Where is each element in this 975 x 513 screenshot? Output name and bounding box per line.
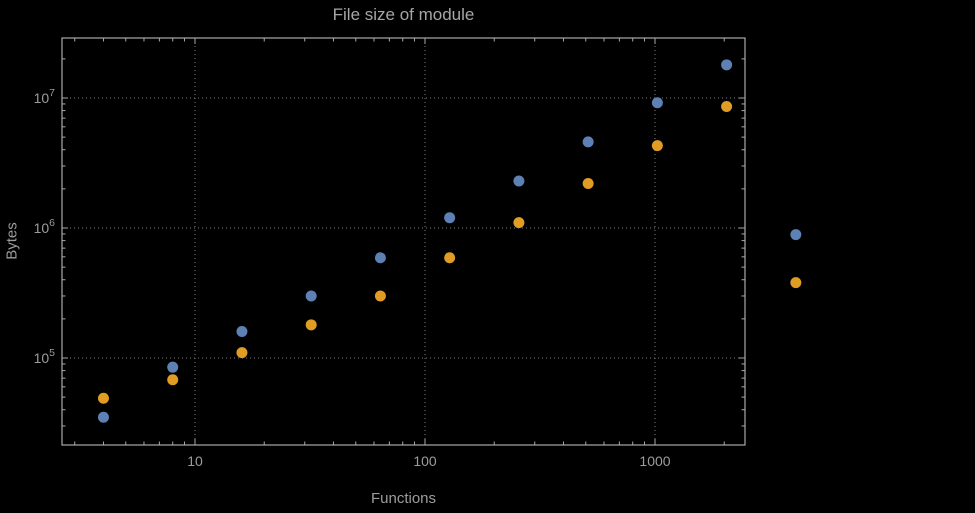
data-point-series-orange xyxy=(444,252,456,264)
x-tick-label: 100 xyxy=(413,453,437,469)
data-point-series-orange xyxy=(721,101,733,113)
data-point-series-orange xyxy=(582,177,594,189)
y-axis-label: Bytes xyxy=(3,222,21,260)
y-tick-label: 105 xyxy=(34,347,56,366)
data-point-series-orange xyxy=(651,140,663,152)
data-point-series-orange xyxy=(167,374,179,386)
data-point-series-blue xyxy=(97,411,109,423)
data-point-series-blue xyxy=(167,361,179,373)
data-point-series-orange xyxy=(236,347,248,359)
x-axis-label: Functions xyxy=(370,490,437,507)
data-point-series-blue xyxy=(305,290,317,302)
data-point-series-blue xyxy=(721,59,733,71)
data-point-series-blue xyxy=(790,229,802,241)
data-point-series-orange xyxy=(513,217,525,229)
plot-frame xyxy=(61,37,746,446)
chart-title: File size of module xyxy=(332,5,475,24)
data-point-series-blue xyxy=(651,97,663,109)
data-point-series-blue xyxy=(374,252,386,264)
data-point-series-blue xyxy=(582,136,594,148)
y-tick-label: 107 xyxy=(34,87,56,106)
x-tick-label: 10 xyxy=(187,453,203,469)
x-tick-label: 1000 xyxy=(639,453,670,469)
data-point-series-blue xyxy=(444,212,456,224)
y-tick-label: 106 xyxy=(34,217,56,236)
data-point-series-orange xyxy=(374,290,386,302)
data-point-series-orange xyxy=(790,277,802,289)
data-point-series-blue xyxy=(513,175,525,187)
data-point-series-orange xyxy=(97,392,109,404)
data-point-series-blue xyxy=(236,325,248,337)
data-point-series-orange xyxy=(305,319,317,331)
